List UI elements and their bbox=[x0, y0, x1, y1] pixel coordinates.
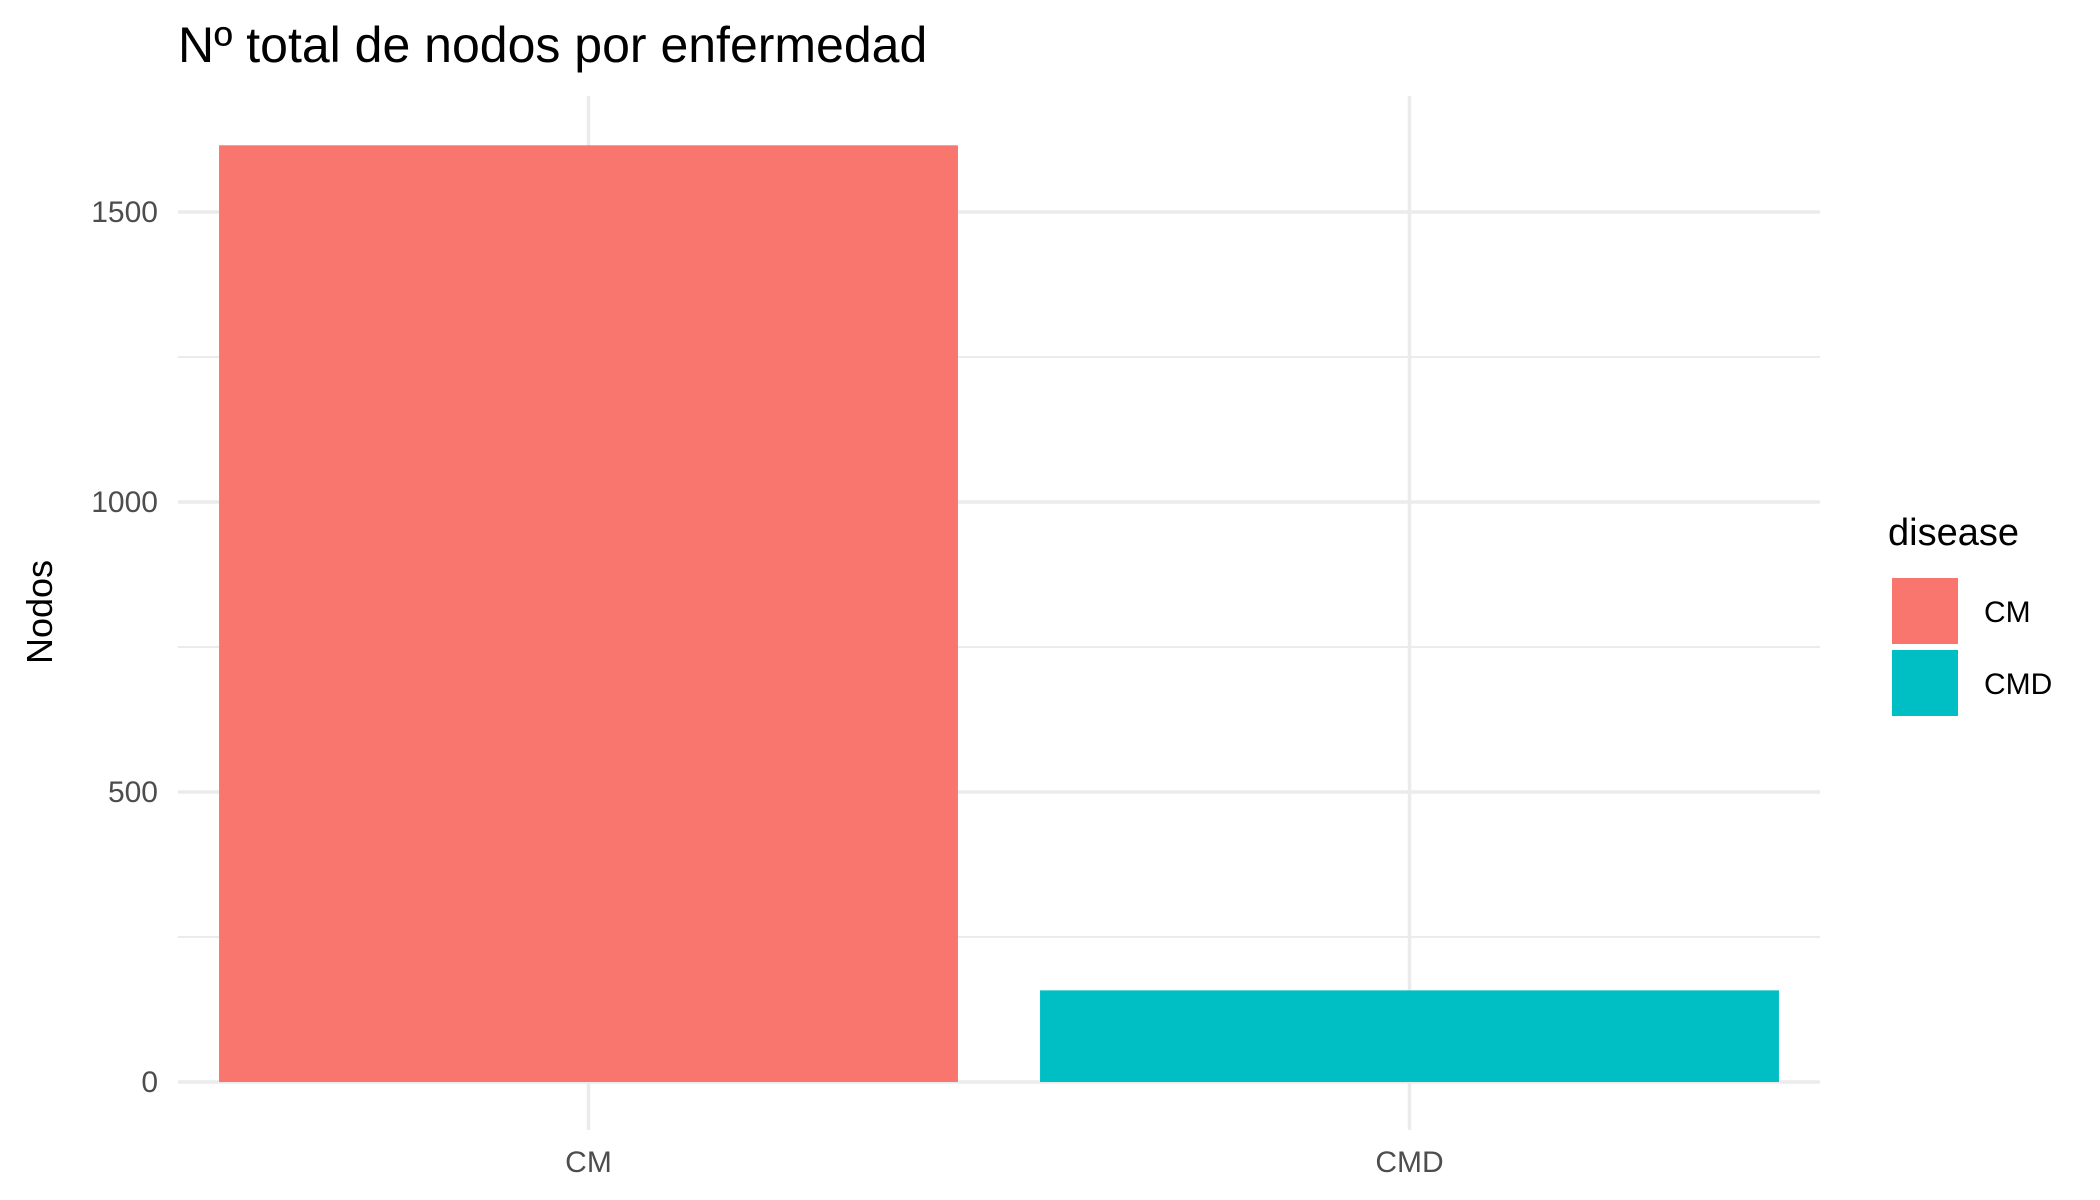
legend-label-cm: CM bbox=[1984, 596, 2031, 629]
bar-cm bbox=[219, 145, 958, 1083]
legend-label-cmd: CMD bbox=[1984, 668, 2052, 701]
bar-cmd bbox=[1040, 990, 1779, 1082]
y-tick-label: 1000 bbox=[91, 486, 158, 519]
y-axis-title: Nodos bbox=[19, 560, 60, 664]
x-tick-label: CMD bbox=[1375, 1146, 1443, 1179]
legend-key-cmd bbox=[1892, 650, 1958, 716]
legend-key-cm bbox=[1892, 578, 1958, 644]
bars bbox=[219, 145, 1779, 1083]
y-tick-label: 0 bbox=[141, 1066, 158, 1099]
legend-title: disease bbox=[1888, 512, 2019, 554]
x-tick-label: CM bbox=[565, 1146, 612, 1179]
legend: disease CM CMD bbox=[1888, 512, 2052, 716]
y-tick-label: 500 bbox=[108, 776, 158, 809]
y-axis-ticks: 0 500 1000 1500 bbox=[91, 196, 158, 1099]
chart-title: Nº total de nodos por enfermedad bbox=[178, 17, 927, 73]
x-axis-ticks: CM CMD bbox=[565, 1146, 1443, 1179]
y-tick-label: 1500 bbox=[91, 196, 158, 229]
